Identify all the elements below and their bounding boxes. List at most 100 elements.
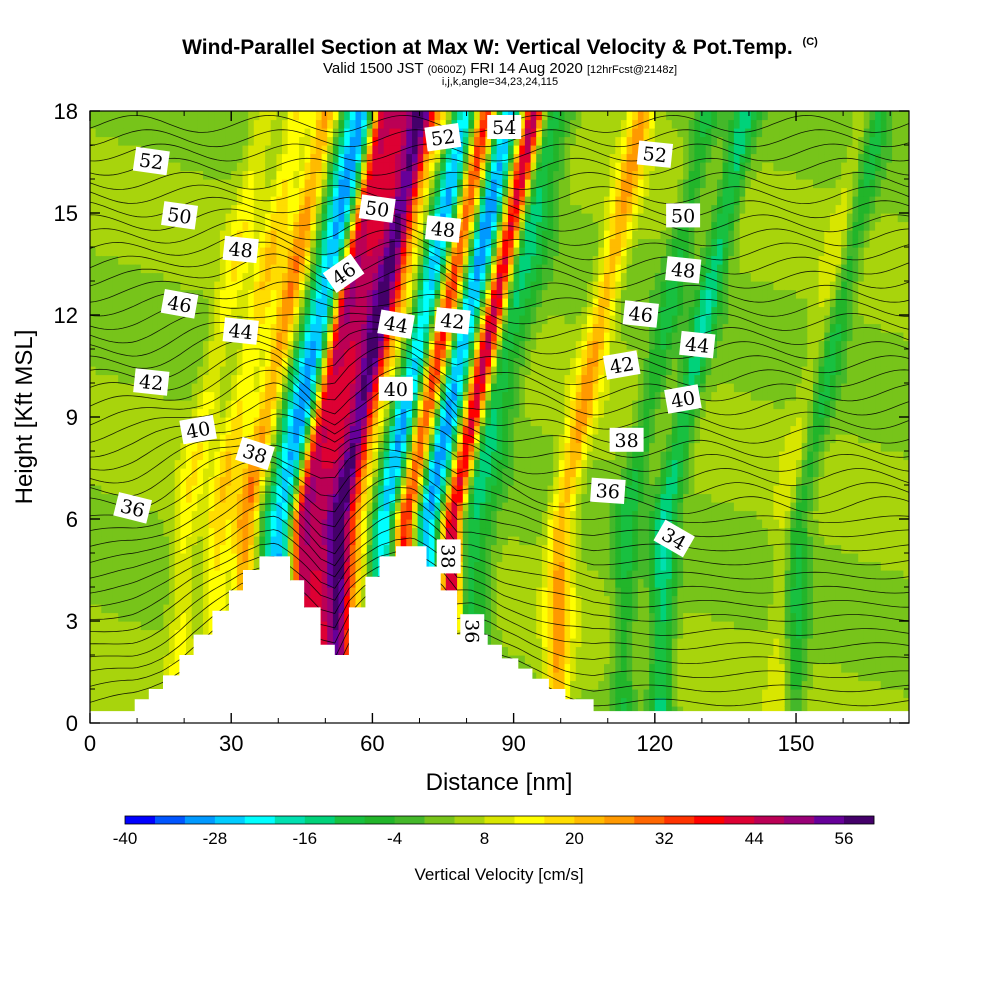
field-cell xyxy=(400,485,407,495)
field-cell xyxy=(282,349,289,359)
field-cell xyxy=(468,408,475,418)
field-cell xyxy=(157,315,164,325)
field-cell xyxy=(163,272,170,282)
field-cell xyxy=(231,451,238,461)
field-cell xyxy=(123,442,131,452)
field-cell xyxy=(203,468,210,478)
field-cell xyxy=(349,306,356,316)
field-cell xyxy=(186,230,193,240)
field-cell xyxy=(90,187,97,197)
field-cell xyxy=(169,408,176,418)
field-cell xyxy=(468,459,475,469)
field-cell xyxy=(163,179,170,189)
field-cell xyxy=(214,145,221,155)
field-cell xyxy=(106,638,114,648)
field-cell xyxy=(219,289,227,299)
field-cell xyxy=(474,536,481,546)
field-cell xyxy=(355,213,362,223)
field-cell xyxy=(203,204,210,214)
field-cell xyxy=(197,255,204,265)
field-cell xyxy=(423,255,430,265)
field-cell xyxy=(174,502,181,512)
field-cell xyxy=(242,306,249,316)
field-cell xyxy=(332,578,340,588)
field-cell xyxy=(95,255,102,265)
field-cell xyxy=(395,255,402,265)
field-cell xyxy=(95,434,102,444)
field-cell xyxy=(338,400,345,410)
field-cell xyxy=(383,162,390,172)
velocity-field xyxy=(90,111,909,723)
field-cell xyxy=(140,553,147,563)
field-cell xyxy=(219,298,227,308)
field-cell xyxy=(378,111,385,121)
field-cell xyxy=(332,425,340,435)
field-cell xyxy=(428,451,436,461)
field-cell xyxy=(451,187,458,197)
field-cell xyxy=(282,170,289,180)
field-cell xyxy=(299,366,306,376)
field-cell xyxy=(457,442,464,452)
field-cell xyxy=(310,425,317,435)
field-cell xyxy=(208,128,215,138)
field-cell xyxy=(383,247,390,257)
field-cell xyxy=(152,213,159,223)
field-cell xyxy=(135,417,142,427)
field-cell xyxy=(321,349,328,359)
field-cell xyxy=(406,417,413,427)
field-cell xyxy=(355,170,362,180)
field-cell xyxy=(276,145,283,155)
field-cell xyxy=(236,221,244,231)
field-cell xyxy=(225,468,232,478)
field-cell xyxy=(299,255,306,265)
field-cell xyxy=(157,230,164,240)
field-cell xyxy=(197,468,204,478)
field-cell xyxy=(474,204,481,214)
field-cell xyxy=(423,400,430,410)
field-cell xyxy=(208,587,215,597)
field-cell xyxy=(186,238,193,248)
field-cell xyxy=(112,451,119,461)
field-cell xyxy=(462,493,469,503)
field-cell xyxy=(248,391,255,401)
field-cell xyxy=(129,298,136,308)
field-cell xyxy=(129,213,136,223)
field-cell xyxy=(253,502,260,512)
field-cell xyxy=(372,400,379,410)
field-cell xyxy=(118,349,125,359)
field-cell xyxy=(327,366,334,376)
field-cell xyxy=(299,145,306,155)
field-cell xyxy=(197,485,204,495)
field-cell xyxy=(265,187,272,197)
field-cell xyxy=(140,604,147,614)
field-cell xyxy=(157,638,164,648)
field-cell xyxy=(180,553,187,563)
field-cell xyxy=(310,179,317,189)
field-cell xyxy=(383,128,390,138)
field-cell xyxy=(474,289,481,299)
field-cell xyxy=(146,119,153,129)
field-cell xyxy=(457,366,464,376)
field-cell xyxy=(451,493,458,503)
field-cell xyxy=(287,306,294,316)
field-cell xyxy=(406,400,413,410)
field-cell xyxy=(440,425,447,435)
field-cell xyxy=(135,570,142,580)
field-cell xyxy=(479,595,486,605)
field-cell xyxy=(174,459,181,469)
field-cell xyxy=(203,196,210,206)
chart-params: i,j,k,angle=34,23,24,115 xyxy=(441,76,559,88)
field-cell xyxy=(412,434,419,444)
field-cell xyxy=(406,476,413,486)
field-cell xyxy=(451,502,458,512)
field-cell xyxy=(282,374,289,384)
field-cell xyxy=(434,476,441,486)
field-cell xyxy=(186,476,193,486)
field-cell xyxy=(203,298,210,308)
field-cell xyxy=(304,221,311,231)
field-cell xyxy=(101,298,108,308)
field-cell xyxy=(140,170,147,180)
field-cell xyxy=(332,519,340,529)
field-cell xyxy=(253,425,260,435)
field-cell xyxy=(169,247,176,257)
